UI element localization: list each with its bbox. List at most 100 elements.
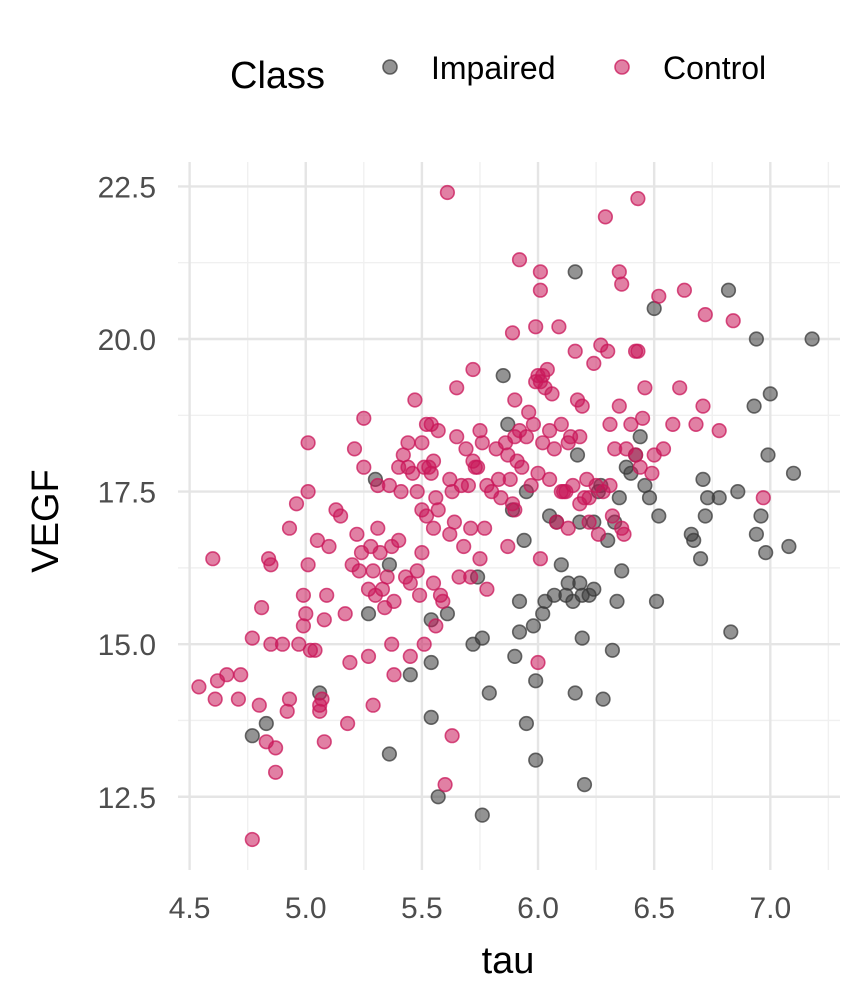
- data-point-control: [340, 715, 356, 732]
- data-point-impaired: [586, 581, 602, 597]
- data-point-control: [602, 477, 618, 494]
- data-point-impaired: [609, 593, 625, 610]
- data-point-control: [288, 496, 305, 512]
- data-point-control: [300, 435, 316, 451]
- data-point-control: [586, 355, 602, 372]
- legend-title: Class: [230, 55, 325, 97]
- data-point-control: [472, 551, 488, 567]
- data-point-impaired: [500, 416, 516, 433]
- x-axis-title: tau: [482, 940, 535, 982]
- data-point-control: [611, 398, 627, 414]
- data-point-control: [630, 343, 646, 359]
- data-point-control: [572, 429, 588, 445]
- data-point-control: [541, 423, 558, 439]
- data-point-control: [479, 581, 495, 597]
- data-point-impaired: [244, 728, 260, 744]
- data-point-control: [565, 477, 581, 494]
- data-point-control: [428, 618, 444, 634]
- data-point-control: [428, 490, 444, 506]
- data-point-control: [379, 569, 395, 585]
- data-point-control: [356, 459, 372, 475]
- x-axis-ticks: 4.5 5.0 5.5 6.0 6.5 7.0: [169, 892, 791, 925]
- data-point-impaired: [516, 532, 532, 549]
- data-point-control: [244, 630, 260, 646]
- data-point-control: [637, 380, 653, 396]
- data-point-impaired: [402, 667, 418, 683]
- data-point-impaired: [258, 715, 274, 732]
- data-point-impaired: [758, 544, 774, 561]
- legend-label-impaired: Impaired: [431, 50, 556, 86]
- data-point-control: [502, 471, 518, 488]
- data-point-control: [414, 435, 430, 451]
- data-point-control: [634, 410, 651, 426]
- data-point-impaired: [423, 709, 439, 726]
- data-point-control: [191, 679, 207, 695]
- data-point-control: [281, 691, 298, 707]
- data-point-control: [711, 423, 727, 439]
- data-point-control: [470, 459, 486, 475]
- data-point-control: [655, 441, 672, 457]
- data-point-control: [219, 667, 235, 683]
- data-point-impaired: [481, 685, 497, 701]
- data-point-control: [409, 563, 425, 579]
- data-point-control: [581, 514, 597, 530]
- data-point-control: [567, 343, 583, 359]
- data-point-control: [439, 184, 456, 201]
- data-point-control: [532, 264, 549, 280]
- data-point-control: [465, 361, 481, 378]
- data-point-impaired: [381, 746, 398, 762]
- data-point-control: [365, 563, 381, 579]
- data-points: [191, 184, 820, 848]
- data-point-control: [695, 398, 711, 414]
- data-point-control: [463, 520, 479, 536]
- data-point-impaired: [695, 471, 711, 488]
- data-point-impaired: [430, 789, 446, 805]
- data-point-control: [230, 691, 246, 707]
- data-point-control: [600, 343, 616, 359]
- data-point-impaired: [753, 508, 769, 524]
- data-point-impaired: [748, 331, 765, 347]
- data-point-control: [391, 532, 407, 549]
- data-point-control: [356, 410, 372, 426]
- data-point-control: [205, 551, 221, 567]
- data-point-control: [291, 636, 307, 652]
- data-point-control: [651, 288, 667, 304]
- data-point-impaired: [572, 575, 588, 591]
- legend-marker-control: [614, 59, 630, 75]
- data-point-control: [532, 282, 549, 298]
- data-point-impaired: [595, 691, 611, 707]
- data-point-control: [630, 191, 646, 207]
- data-point-control: [321, 538, 337, 555]
- data-point-control: [449, 429, 465, 445]
- legend-label-control: Control: [663, 50, 766, 86]
- data-point-control: [298, 606, 314, 622]
- data-point-impaired: [760, 447, 776, 463]
- data-point-control: [546, 441, 562, 457]
- data-point-control: [614, 276, 630, 292]
- data-point-control: [386, 667, 402, 683]
- data-point-control: [525, 416, 542, 433]
- data-point-impaired: [535, 606, 551, 622]
- data-point-control: [393, 484, 409, 500]
- data-point-control: [435, 593, 451, 610]
- data-point-impaired: [730, 484, 746, 500]
- data-point-control: [548, 514, 565, 530]
- data-point-control: [386, 593, 402, 610]
- data-point-control: [560, 520, 576, 536]
- data-point-impaired: [804, 331, 820, 347]
- data-point-control: [263, 557, 279, 573]
- data-point-control: [504, 325, 521, 341]
- data-point-impaired: [474, 630, 490, 646]
- data-point-control: [295, 587, 312, 603]
- data-point-control: [268, 764, 284, 780]
- y-axis-ticks: 12.5 15.0 17.5 20.0 22.5: [98, 171, 156, 814]
- data-point-control: [507, 392, 523, 408]
- data-point-control: [472, 423, 488, 439]
- data-point-control: [500, 538, 516, 555]
- data-point-control: [688, 416, 704, 433]
- data-point-control: [319, 587, 335, 603]
- data-point-control: [632, 459, 648, 475]
- data-point-control: [456, 538, 472, 555]
- data-point-control: [697, 307, 713, 323]
- data-point-control: [518, 429, 535, 445]
